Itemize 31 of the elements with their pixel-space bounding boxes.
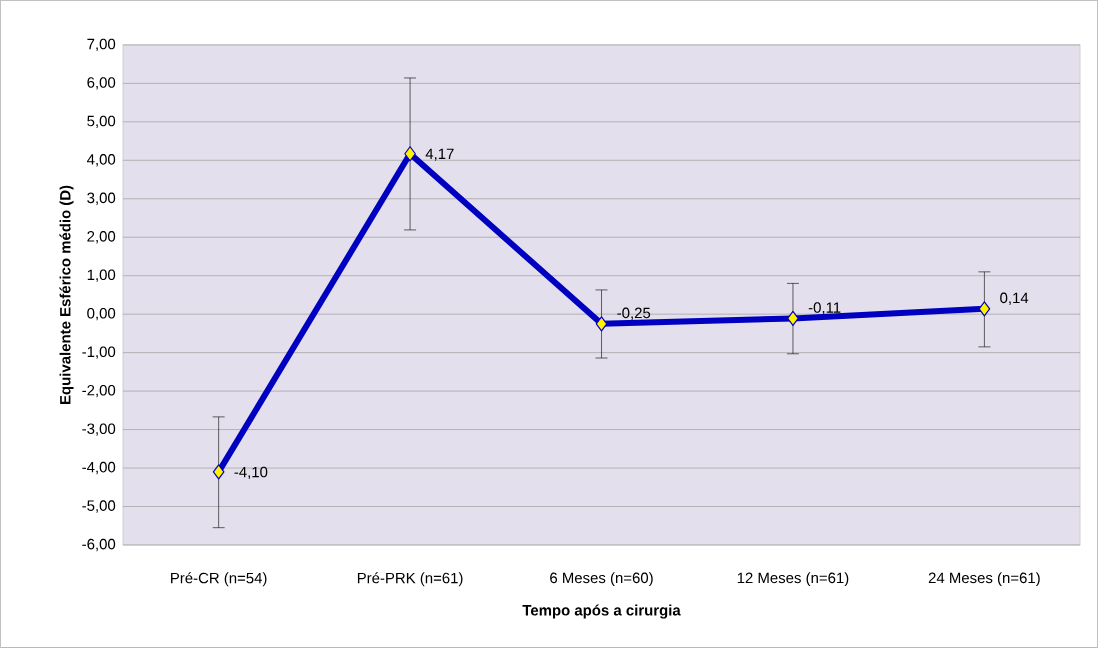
y-axis-title: Equivalente Esférico médio (D) <box>59 185 74 405</box>
y-tick-label: 2,00 <box>87 231 116 244</box>
data-label: -0,11 <box>808 302 841 315</box>
x-tick-label: 24 Meses (n=61) <box>928 572 1040 587</box>
y-tick-label: 4,00 <box>87 154 116 167</box>
y-tick-label: -1,00 <box>82 346 116 359</box>
y-tick-label: -6,00 <box>82 538 116 552</box>
y-tick-label: -4,00 <box>82 461 116 475</box>
y-tick-label: -5,00 <box>82 500 116 513</box>
data-label: -4,10 <box>234 466 268 480</box>
y-tick-label: 6,00 <box>87 77 116 90</box>
y-tick-label: 7,00 <box>87 38 116 52</box>
data-label: 4,17 <box>425 148 454 161</box>
point <box>404 146 416 162</box>
x-tick-label: 12 Meses (n=61) <box>737 572 849 587</box>
point <box>787 310 799 327</box>
y-tick-label: -3,00 <box>82 423 116 436</box>
x-axis-title: Tempo após a cirurgia <box>522 604 681 619</box>
y-tick-label: 3,00 <box>87 192 116 205</box>
y-tick-label: -2,00 <box>82 384 116 398</box>
x-tick-label: Pré-CR (n=54) <box>171 572 267 587</box>
x-tick-label: Pré-PRK (n=61) <box>357 572 463 587</box>
y-tick-label: 0,00 <box>87 308 116 321</box>
y-tick-label: 1,00 <box>87 269 116 282</box>
data-label: -0,25 <box>617 307 651 320</box>
x-tick-label: 6 Meses (n=60) <box>550 572 653 587</box>
point <box>595 316 608 332</box>
point <box>978 301 991 317</box>
data-label: 0,14 <box>1000 292 1029 305</box>
y-tick-label: 5,00 <box>87 115 116 129</box>
point <box>212 464 225 480</box>
